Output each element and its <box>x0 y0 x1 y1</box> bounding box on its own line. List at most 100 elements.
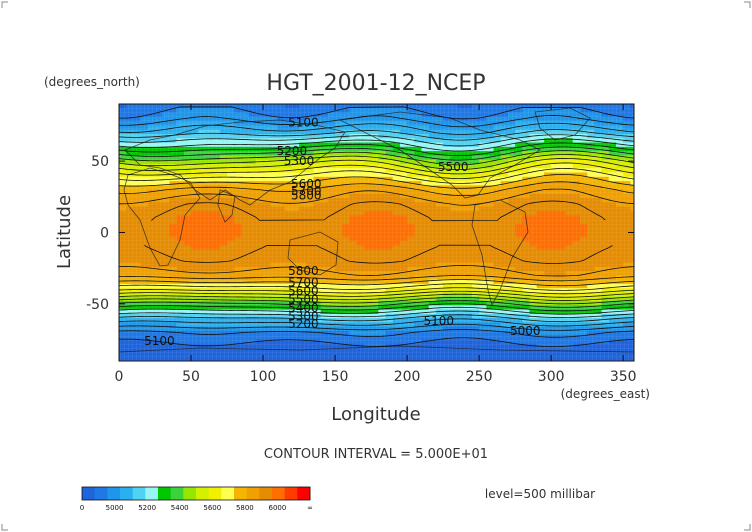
x-units-label: (degrees_east) <box>561 387 650 401</box>
contour-line <box>119 154 634 170</box>
colorbar <box>81 486 311 501</box>
antarctica-coastline <box>119 345 634 353</box>
contour-line <box>119 318 634 327</box>
contour-label: 5800 <box>288 264 319 278</box>
contour-line <box>119 275 634 282</box>
india-coastline <box>217 189 236 223</box>
contour-label: 5500 <box>288 293 319 307</box>
colorbar-tick-label: 5400 <box>171 504 189 512</box>
colorbar-swatch <box>221 487 235 500</box>
contour-label: 5200 <box>288 317 319 331</box>
contour-line <box>119 138 634 152</box>
colorbar-swatch <box>183 487 197 500</box>
y-tick-label: -50 <box>86 297 109 313</box>
colorbar-tick-labels: 0 5000 5200 5400 5600 5800 6000 ∞ <box>80 504 313 512</box>
contour-lines <box>119 106 634 348</box>
contour-interval-label: CONTOUR INTERVAL = 5.000E+01 <box>264 447 488 462</box>
x-tick-label: 250 <box>466 369 493 385</box>
y-units-label: (degrees_north) <box>44 75 140 89</box>
colorbar-tick-label: 5800 <box>236 504 254 512</box>
colorbar-swatch <box>145 487 159 500</box>
contour-line <box>119 150 634 166</box>
contour-label: 5300 <box>288 310 319 324</box>
contour-line <box>119 283 634 291</box>
colorbar-swatch <box>132 487 146 500</box>
contour-label: 5700 <box>291 184 322 198</box>
africa-coastline <box>123 167 201 267</box>
colorbar-tick-label: 5200 <box>138 504 156 512</box>
colorbar-tick-label: 5600 <box>203 504 221 512</box>
crop-mark-bottom-left <box>1 524 8 531</box>
contour-line <box>119 188 634 206</box>
contour-label: 5100 <box>424 314 455 328</box>
colorbar-swatch <box>246 487 260 500</box>
contour-label: 5500 <box>438 160 469 174</box>
contour-label: 5700 <box>288 275 319 289</box>
colorbar-tick-label: ∞ <box>307 504 313 512</box>
contour-line <box>119 290 634 298</box>
contour-line <box>119 265 634 277</box>
north-america-coastline <box>338 111 541 199</box>
contour-line <box>119 174 634 189</box>
contour-line <box>119 122 634 135</box>
contour-line <box>119 303 634 312</box>
colorbar-swatch <box>158 487 172 500</box>
contour-line <box>119 146 634 161</box>
australia-coastline <box>287 231 339 276</box>
colorbar-swatch <box>94 487 108 500</box>
contour-line <box>119 181 634 197</box>
x-tick-label: 350 <box>610 369 637 385</box>
contour-line <box>119 115 634 128</box>
x-tick-label: 0 <box>115 369 124 385</box>
x-axis-title: Longitude <box>331 404 421 425</box>
contour-line <box>119 168 634 184</box>
colorbar-swatch <box>120 487 134 500</box>
contour-label: 5000 <box>510 324 541 338</box>
contour-line <box>119 293 634 301</box>
colorbar-swatch <box>284 487 298 500</box>
contour-line <box>119 134 634 147</box>
contour-label: 5100 <box>144 334 175 348</box>
x-tick-label: 100 <box>250 369 277 385</box>
x-axis-ticks: 0 50 100 150 200 250 300 350 <box>115 104 637 385</box>
y-axis-title: Latitude <box>54 195 75 269</box>
colorbar-swatch <box>208 487 222 500</box>
contour-line <box>119 329 634 338</box>
contour-label: 5300 <box>284 154 315 168</box>
colorbar-swatch <box>107 487 121 500</box>
crop-mark-bottom-right <box>744 524 751 531</box>
colorbar-tick-label: 6000 <box>269 504 287 512</box>
colorbar-swatch <box>234 487 248 500</box>
colorbar-tick-label: 0 <box>80 504 84 512</box>
contour-label: 5600 <box>288 284 319 298</box>
x-tick-label: 200 <box>394 369 421 385</box>
colorbar-swatch <box>196 487 210 500</box>
contour-line <box>119 314 634 323</box>
contour-label: 5400 <box>288 301 319 315</box>
y-tick-label: 50 <box>91 154 109 170</box>
contour-line <box>119 142 634 157</box>
contour-line <box>119 337 634 348</box>
colorbar-swatch <box>82 487 96 500</box>
contour-label: 5200 <box>277 144 308 158</box>
contour-label: 5800 <box>291 188 322 202</box>
contour-label: 5100 <box>288 116 319 130</box>
colorbar-swatch <box>272 487 286 500</box>
contour-line <box>119 287 634 295</box>
y-axis-ticks: 50 0 -50 <box>86 154 634 313</box>
level-label: level=500 millibar <box>485 487 595 501</box>
x-tick-label: 150 <box>322 369 349 385</box>
x-tick-label: 50 <box>182 369 200 385</box>
contour-line <box>151 200 606 222</box>
colorbar-swatch <box>259 487 273 500</box>
crop-mark-top-left <box>1 1 8 8</box>
chart-title: HGT_2001-12_NCEP <box>266 71 485 96</box>
contour-line <box>119 129 634 141</box>
x-tick-label: 300 <box>538 369 565 385</box>
contour-line <box>119 279 634 287</box>
crop-mark-top-right <box>744 1 751 8</box>
contour-line <box>119 162 634 179</box>
colorbar-frame <box>81 486 311 501</box>
